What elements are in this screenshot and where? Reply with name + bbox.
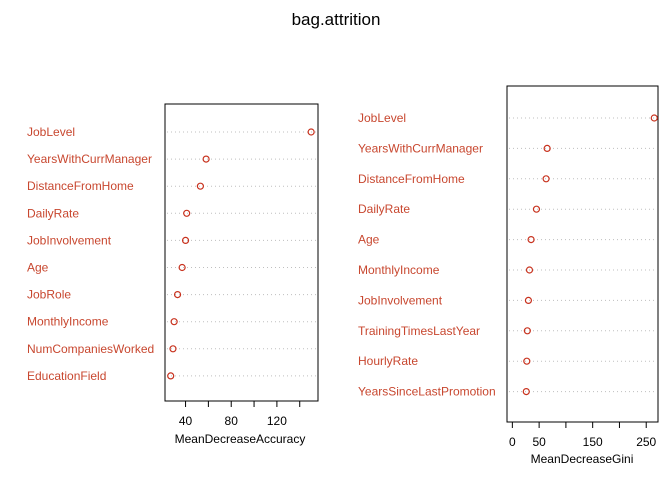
category-label: YearsWithCurrManager bbox=[27, 152, 152, 166]
x-tick-label: 120 bbox=[267, 414, 287, 428]
data-point bbox=[181, 236, 190, 244]
data-point bbox=[527, 236, 535, 244]
data-point bbox=[307, 128, 315, 136]
x-tick-label: 40 bbox=[179, 414, 193, 428]
category-label: DailyRate bbox=[27, 206, 79, 220]
data-point bbox=[542, 175, 550, 183]
category-label: MonthlyIncome bbox=[358, 263, 440, 277]
data-point bbox=[183, 209, 191, 217]
panel-mean-decrease-gini: JobLevel YearsWithCurrManager DistanceFrom… bbox=[358, 85, 659, 466]
plot-frame bbox=[164, 103, 319, 402]
data-point bbox=[523, 327, 531, 335]
x-axis-label: MeanDecreaseAccuracy bbox=[175, 432, 306, 446]
category-label: TrainingTimesLastYear bbox=[358, 324, 480, 338]
category-label: JobLevel bbox=[27, 125, 75, 139]
x-tick-label: 0 bbox=[509, 435, 516, 449]
category-label: JobInvolvement bbox=[27, 233, 112, 247]
category-label: YearsSinceLastPromotion bbox=[358, 385, 496, 399]
data-point bbox=[523, 357, 531, 365]
data-point bbox=[169, 345, 177, 353]
x-tick-label: 150 bbox=[583, 435, 603, 449]
data-point bbox=[202, 155, 210, 163]
category-label: Age bbox=[27, 261, 49, 275]
x-axis-label: MeanDecreaseGini bbox=[531, 452, 634, 466]
data-point bbox=[167, 372, 175, 380]
category-label: DistanceFromHome bbox=[358, 172, 465, 186]
plot-frame bbox=[506, 85, 659, 423]
category-label: YearsWithCurrManager bbox=[358, 141, 483, 155]
x-tick-label: 50 bbox=[532, 435, 546, 449]
category-label: Age bbox=[358, 233, 380, 247]
category-label: MonthlyIncome bbox=[27, 315, 109, 329]
category-label: EducationField bbox=[27, 369, 106, 383]
data-point bbox=[196, 182, 204, 190]
panel-mean-decrease-accuracy: JobLevel YearsWithCurrManager DistanceFrom… bbox=[27, 103, 319, 446]
category-label: HourlyRate bbox=[358, 354, 418, 368]
data-point bbox=[525, 266, 534, 274]
data-point bbox=[532, 205, 541, 213]
data-point bbox=[524, 296, 533, 304]
data-point bbox=[543, 144, 551, 152]
data-point bbox=[178, 263, 186, 272]
data-point bbox=[522, 388, 530, 396]
category-label: JobInvolvement bbox=[358, 293, 443, 307]
data-point bbox=[170, 318, 178, 326]
category-label: DailyRate bbox=[358, 202, 410, 216]
category-label: NumCompaniesWorked bbox=[27, 342, 154, 356]
data-point bbox=[173, 291, 182, 299]
x-tick-label: 80 bbox=[225, 414, 239, 428]
category-label: JobLevel bbox=[358, 111, 406, 125]
category-label: DistanceFromHome bbox=[27, 179, 134, 193]
x-tick-label: 250 bbox=[636, 435, 656, 449]
category-label: JobRole bbox=[27, 288, 71, 302]
chart-title: bag.attrition bbox=[292, 10, 381, 29]
data-point bbox=[650, 114, 658, 122]
